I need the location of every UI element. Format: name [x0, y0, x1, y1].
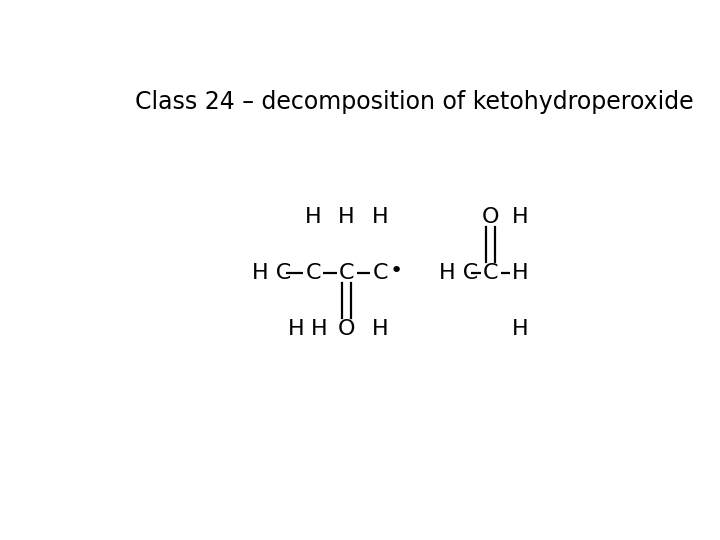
Text: C: C	[339, 262, 354, 283]
Text: H: H	[305, 207, 322, 227]
Text: C: C	[483, 262, 498, 283]
Text: H C: H C	[438, 262, 478, 283]
Text: H: H	[372, 207, 389, 227]
Text: H: H	[338, 207, 355, 227]
Text: H C: H C	[252, 262, 291, 283]
Text: Class 24 – decomposition of ketohydroperoxide: Class 24 – decomposition of ketohydroper…	[135, 90, 693, 114]
Text: O: O	[338, 319, 356, 339]
Text: O: O	[482, 207, 500, 227]
Text: H: H	[288, 319, 305, 339]
Text: H: H	[512, 207, 528, 227]
Text: H: H	[310, 319, 327, 339]
Text: C: C	[372, 262, 388, 283]
Text: C: C	[305, 262, 321, 283]
Text: •: •	[389, 261, 402, 281]
Text: H: H	[372, 319, 389, 339]
Text: H: H	[512, 262, 528, 283]
Text: H: H	[512, 319, 528, 339]
